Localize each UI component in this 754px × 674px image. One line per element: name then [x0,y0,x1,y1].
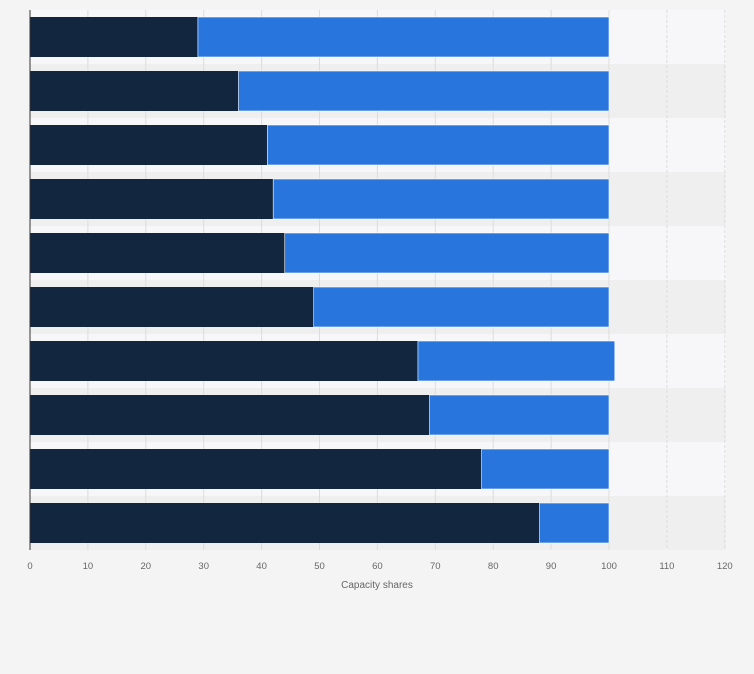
bar-series-1-row-8 [30,395,430,435]
x-axis-label: Capacity shares [341,580,413,591]
bar-series-2-row-4 [272,178,610,220]
bar-series-1-row-7 [30,341,418,381]
bar-series-2-row-2 [238,70,610,112]
x-tick-label: 0 [27,561,32,572]
x-tick-label: 60 [372,561,383,572]
bar-series-1-row-4 [30,179,274,219]
bar-series-2-row-3 [267,124,610,166]
bar-series-1-row-9 [30,449,482,489]
bar-series-1-row-1 [30,17,198,57]
x-tick-label: 100 [601,561,617,572]
x-tick-label: 30 [198,561,209,572]
x-tick-labels: 0 10 20 30 40 50 60 70 80 90 100 110 120 [27,561,732,572]
x-tick-label: 10 [83,561,94,572]
bar-series-1-row-3 [30,125,268,165]
x-tick-label: 80 [488,561,499,572]
x-tick-label: 70 [430,561,441,572]
bars [30,16,616,544]
bar-series-2-row-1 [197,16,610,58]
bar-series-2-row-8 [429,394,610,436]
bar-series-1-row-10 [30,503,540,543]
bar-series-2-row-9 [481,448,610,490]
x-tick-label: 40 [256,561,267,572]
bar-series-2-row-7 [417,340,616,382]
bar-series-2-row-5 [284,232,610,274]
bar-series-2-row-6 [313,286,610,328]
x-tick-label: 50 [314,561,325,572]
x-tick-label: 120 [717,561,733,572]
bar-series-1-row-2 [30,71,239,111]
bar-series-1-row-5 [30,233,285,273]
x-tick-label: 90 [546,561,557,572]
x-tick-label: 20 [141,561,152,572]
x-tick-label: 110 [659,561,674,572]
bar-series-2-row-10 [539,502,610,544]
bar-series-1-row-6 [30,287,314,327]
